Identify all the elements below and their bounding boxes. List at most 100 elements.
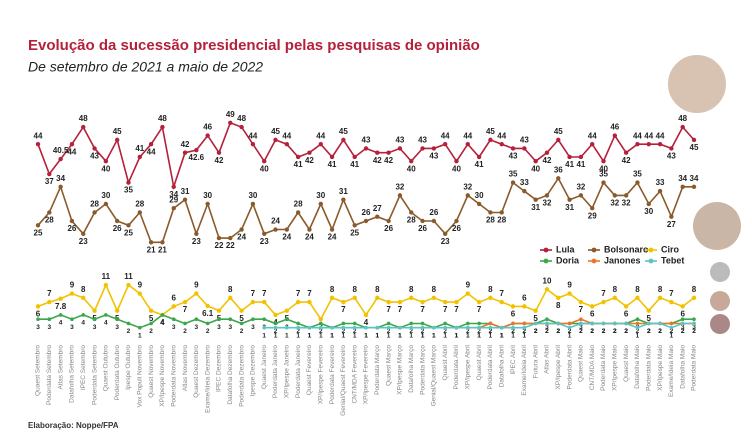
data-point: [352, 321, 357, 326]
value-label: 7: [579, 305, 584, 314]
value-label: 7: [251, 289, 256, 298]
data-point: [35, 304, 41, 309]
data-point: [160, 240, 165, 245]
x-tick-label: XP/Ipespe Novembro: [159, 345, 166, 407]
value-label: 1: [432, 332, 436, 339]
data-point: [103, 159, 109, 164]
data-point: [228, 317, 233, 321]
data-point: [205, 321, 210, 326]
value-label: 8: [488, 285, 493, 294]
value-label: 44: [656, 131, 665, 140]
value-label: 1: [466, 332, 470, 339]
value-label: 4: [59, 320, 63, 327]
value-label: 40: [599, 164, 608, 173]
data-point: [318, 141, 323, 147]
data-point: [262, 317, 267, 321]
value-label: 3: [579, 324, 583, 331]
data-point: [454, 218, 459, 224]
value-label: 1: [138, 332, 142, 339]
data-point: [431, 295, 437, 301]
data-point: [341, 137, 346, 143]
value-label: 27: [667, 220, 676, 229]
data-point: [341, 197, 346, 202]
data-point: [69, 218, 75, 224]
data-point: [182, 299, 188, 305]
x-tick-label: Genial/Quaest Março: [431, 345, 438, 407]
photo: [666, 53, 728, 115]
value-label: 35: [599, 170, 608, 179]
x-tick-label: Poderdata Março: [374, 345, 381, 395]
data-point: [669, 214, 674, 219]
value-label: 2: [590, 328, 594, 335]
data-point: [273, 137, 278, 143]
data-point: [352, 223, 357, 228]
data-point: [510, 180, 516, 185]
value-label: 26: [362, 208, 371, 217]
legend-swatch: [591, 247, 597, 253]
x-tick-label: XP/Ipespe Fevereiro: [363, 345, 370, 405]
data-point: [612, 193, 618, 198]
data-point: [341, 299, 346, 305]
value-label: 2: [681, 328, 685, 335]
value-label: 1: [330, 332, 334, 339]
data-point: [217, 317, 221, 321]
chart-subtitle: De setembro de 2021 a maio de 2022: [28, 59, 263, 75]
value-label: 48: [678, 114, 687, 123]
value-label: 23: [441, 237, 450, 246]
data-point: [262, 231, 267, 237]
value-label: 7: [398, 305, 403, 314]
value-label: 2: [681, 328, 685, 335]
legend-swatch: [648, 258, 654, 264]
x-tick-label: Quaest Setembro: [35, 345, 42, 396]
data-point: [363, 146, 369, 151]
x-tick-label: Atlas Novembro: [182, 345, 189, 392]
x-tick-label: Datafolha Março: [408, 345, 415, 393]
value-label: 7: [443, 305, 448, 314]
data-point: [160, 313, 165, 317]
value-label: 28: [294, 200, 303, 209]
value-label: 2: [602, 328, 606, 335]
value-label: 24: [237, 233, 246, 242]
data-point: [612, 133, 618, 138]
value-label: 45: [690, 143, 699, 152]
data-point: [114, 218, 120, 224]
value-label: 41: [350, 160, 359, 169]
data-point: [476, 154, 482, 160]
data-point: [669, 321, 674, 326]
value-label: 1: [398, 332, 402, 339]
value-label: 33: [520, 178, 529, 187]
data-point: [657, 295, 663, 301]
x-tick-label: CNT/MDA Maio: [589, 345, 596, 391]
data-point: [137, 291, 142, 296]
value-label: 11: [124, 272, 133, 281]
value-label: 2: [658, 328, 662, 335]
value-label: 42: [384, 156, 393, 165]
data-point: [194, 147, 199, 153]
value-label: 2: [602, 328, 606, 335]
x-tick-label: Datafolha Maio: [634, 345, 641, 389]
value-label: 1: [375, 332, 379, 339]
value-label: 25: [350, 228, 359, 237]
value-label: 44: [497, 131, 506, 140]
x-tick-label: Quaest Dezembro: [193, 345, 200, 398]
value-label: 6: [624, 309, 629, 318]
data-point: [364, 325, 368, 330]
data-point: [567, 197, 572, 202]
value-label: 45: [271, 127, 280, 136]
data-point: [58, 296, 63, 301]
data-point: [171, 205, 176, 211]
data-point: [375, 214, 380, 219]
value-label: 30: [203, 191, 212, 200]
data-point: [262, 299, 267, 305]
data-point: [216, 235, 222, 241]
data-point: [307, 325, 312, 330]
data-point: [545, 317, 549, 321]
data-point: [103, 201, 109, 207]
data-point: [635, 325, 640, 330]
value-label: 2: [511, 328, 515, 335]
data-point: [454, 299, 459, 305]
value-label: 2: [624, 328, 628, 335]
x-tick-label: Quaest Março: [385, 345, 392, 386]
data-point: [442, 231, 448, 237]
data-point: [669, 325, 674, 330]
